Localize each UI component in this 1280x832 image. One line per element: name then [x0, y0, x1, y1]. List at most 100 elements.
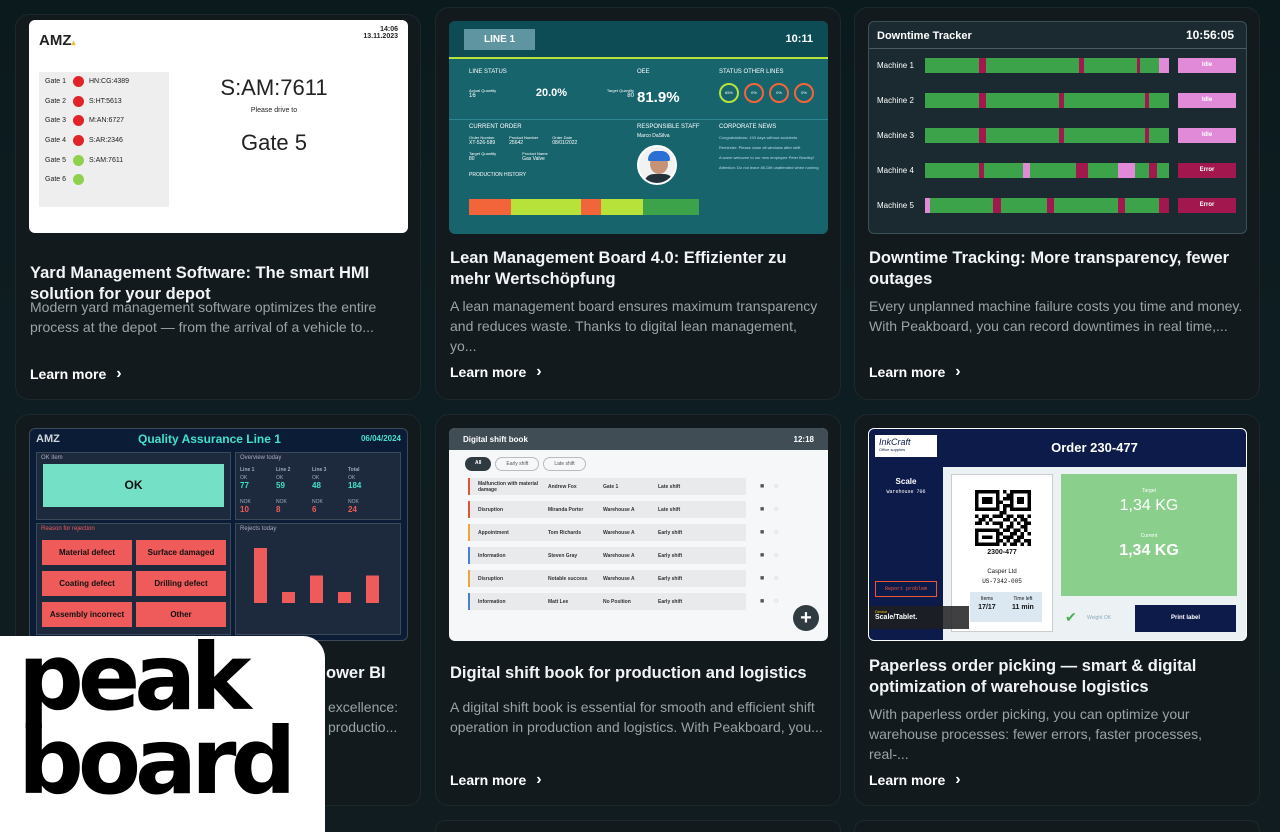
machine-timeline [925, 198, 1169, 213]
comment-icon[interactable]: ■ [760, 598, 765, 605]
timeline-segment [1117, 163, 1135, 178]
qr-module [1006, 514, 1010, 518]
reason-button[interactable]: Material defect [42, 540, 132, 565]
print-label-button[interactable]: Print label [1135, 605, 1236, 632]
yard-thumbnail: AMZ▴ 14:06 13.11.2023 Gate 1 HN:CG:4389 Gat… [29, 20, 408, 233]
comment-icon[interactable]: ■ [760, 529, 765, 536]
qr-module [1006, 497, 1010, 501]
qr-module [982, 535, 986, 539]
add-entry-button[interactable]: + [793, 605, 819, 631]
learn-more-link[interactable]: Learn more › [30, 365, 122, 382]
card-quality-assurance[interactable]: AMZ Quality Assurance Line 1 06/04/2024 … [15, 414, 421, 806]
card-title[interactable]: Yard Management Software: The smart HMI … [30, 264, 370, 303]
entry-location: No Position [603, 598, 631, 605]
news-item: Reminder: Please close all windows after… [719, 145, 801, 150]
reason-button[interactable]: Surface damaged [136, 540, 226, 565]
ok-indicator: OK [43, 464, 224, 507]
shift-entry[interactable]: Appointment Tom Richards Warehouse A Early … [468, 524, 778, 541]
card-lean-management[interactable]: LINE 1 10:11 LINE STATUS Actual Quantity 1… [435, 7, 841, 400]
qr-module [1027, 539, 1031, 543]
shift-entry[interactable]: Disruption Miranda Porter Warehouse A Late … [468, 501, 778, 518]
card-description: With paperless order picking, you can op… [869, 706, 1203, 762]
card-shift-book[interactable]: Digital shift book 12:18 All Early shift La… [435, 414, 841, 806]
machine-status-badge: Idle [1178, 128, 1236, 143]
card-title[interactable]: ower BI [326, 664, 386, 682]
qr-module [1003, 542, 1007, 546]
check-circle-icon[interactable]: ○ [774, 598, 779, 605]
gate-row: Gate 5 S:AM:7611 [39, 150, 169, 170]
comment-icon[interactable]: ■ [760, 552, 765, 559]
ok-count: 184 [348, 481, 362, 490]
card-title[interactable]: Lean Management Board 4.0: Effizienter z… [450, 249, 787, 288]
check-circle-icon[interactable]: ○ [774, 506, 779, 513]
qr-module [992, 528, 996, 532]
comment-icon[interactable]: ■ [760, 506, 765, 513]
target-label: Target [1142, 488, 1156, 494]
entry-title: Malfunction with material damage [478, 480, 539, 493]
report-problem-button[interactable]: Report problem [875, 581, 937, 597]
yard-time: 14:06 [380, 26, 398, 33]
shift-filter-tab[interactable]: Early shift [495, 457, 540, 471]
qr-module [1024, 518, 1028, 522]
reason-button[interactable]: Assembly incorrect [42, 602, 132, 627]
check-circle-icon[interactable]: ○ [774, 552, 779, 559]
qr-module [982, 507, 986, 511]
qr-module [1027, 514, 1031, 518]
card-yard-management[interactable]: AMZ▴ 14:06 13.11.2023 Gate 1 HN:CG:4389 Gat… [15, 14, 421, 400]
card-title[interactable]: Paperless order picking — smart & digita… [869, 657, 1197, 696]
qr-module [989, 507, 993, 511]
entry-location: Gate 1 [603, 483, 619, 490]
qr-module [1020, 535, 1024, 539]
reason-button[interactable]: Other [136, 602, 226, 627]
qr-module [1010, 535, 1014, 539]
learn-more-link[interactable]: Learn more › [450, 363, 542, 380]
reason-button[interactable]: Drilling defect [136, 571, 226, 596]
product-name: Gas Valve [522, 156, 545, 162]
shift-entry[interactable]: Malfunction with material damage Andrew F… [468, 478, 778, 495]
qr-module [982, 497, 986, 501]
qa-col-header: Line 3 [312, 467, 327, 473]
check-circle-icon[interactable]: ○ [774, 529, 779, 536]
card-downtime-tracking[interactable]: Downtime Tracker 10:56:05 Machine 1 Idle M… [854, 7, 1260, 400]
comment-icon[interactable]: ■ [760, 483, 765, 490]
qr-module [1027, 490, 1031, 494]
comment-icon[interactable]: ■ [760, 575, 765, 582]
learn-more-link[interactable]: Learn more › [450, 771, 542, 788]
reject-bar [338, 592, 351, 603]
card-order-picking[interactable]: InkCraft Office supplies Order 230-477 Sc… [854, 414, 1260, 806]
entry-shift: Early shift [658, 575, 683, 582]
qr-module [989, 518, 993, 522]
qa-date: 06/04/2024 [360, 434, 401, 443]
partial-card [435, 820, 841, 832]
reason-button[interactable]: Coating defect [42, 571, 132, 596]
qa-col-header: Line 2 [276, 467, 291, 473]
card-title[interactable]: Downtime Tracking: More transparency, fe… [869, 249, 1230, 288]
shift-entry[interactable]: Information Steven Gray Warehouse A Early s… [468, 547, 778, 564]
card-title[interactable]: Digital shift book for production and lo… [450, 664, 807, 682]
machine-status-badge: Error [1178, 163, 1236, 178]
entry-shift: Early shift [658, 552, 683, 559]
rejects-label: Rejects today [240, 526, 277, 532]
qa-thumbnail: AMZ Quality Assurance Line 1 06/04/2024 … [29, 428, 408, 641]
check-circle-icon[interactable]: ○ [774, 483, 779, 490]
current-weight: 1,34 KG [1119, 542, 1179, 559]
qr-module [999, 532, 1003, 536]
shift-filter-tab[interactable]: All [465, 457, 492, 471]
qr-module [999, 514, 1003, 518]
production-history-label: PRODUCTION HISTORY [469, 172, 527, 178]
check-circle-icon[interactable]: ○ [774, 575, 779, 582]
qr-module [1017, 521, 1021, 525]
news-item: A warm welcome to our new employee Peter… [719, 155, 814, 160]
chevron-right-icon: › [955, 771, 961, 788]
downtime-clock: 10:56:05 [1185, 28, 1234, 42]
learn-more-link[interactable]: Learn more › [869, 363, 961, 380]
qr-module [978, 521, 982, 525]
gate-row: Gate 2 S:HT:5613 [39, 92, 169, 112]
inkcraft-logo: InkCraft Office supplies [875, 435, 937, 457]
shift-entry[interactable]: Disruption Notable success Warehouse A Earl… [468, 570, 778, 587]
order-title: Order 230-477 [943, 429, 1246, 467]
learn-more-link[interactable]: Learn more › [869, 771, 961, 788]
qr-module [1003, 518, 1007, 522]
shift-filter-tab[interactable]: Late shift [543, 457, 586, 471]
shift-entry[interactable]: Information Matt Lee No Position Early shif… [468, 593, 778, 610]
